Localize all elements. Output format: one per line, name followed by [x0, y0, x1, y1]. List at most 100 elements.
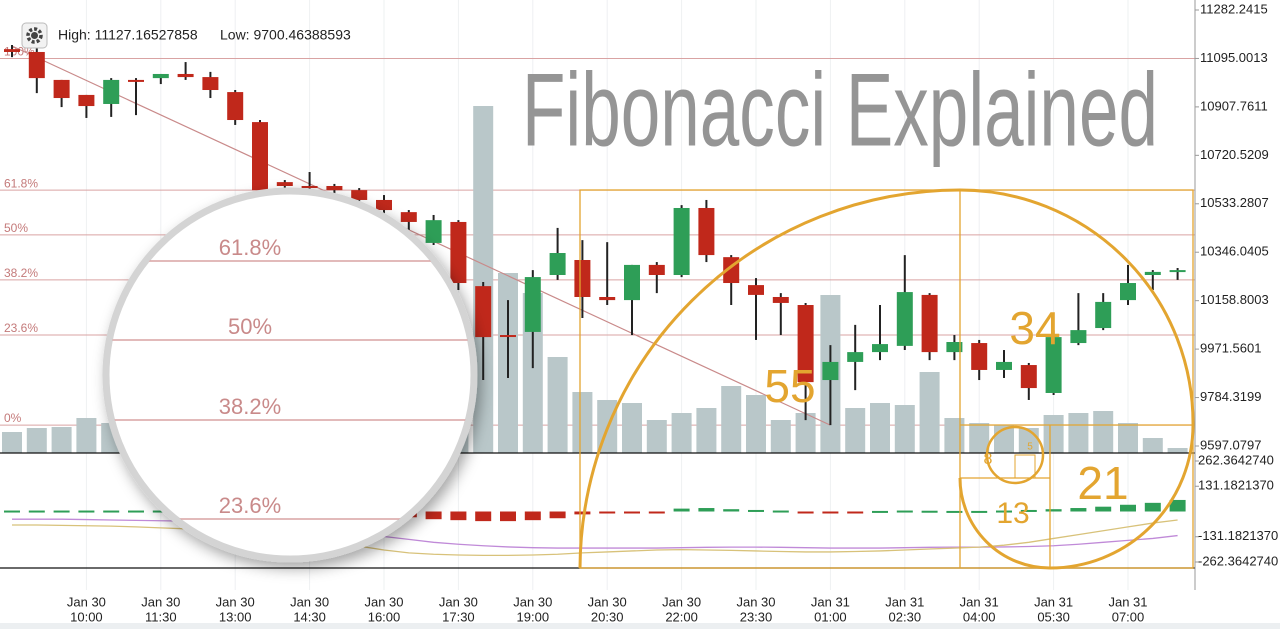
y2-tick-label: 262.3642740 — [1198, 452, 1274, 467]
histogram-bar — [599, 511, 616, 514]
candle-body — [351, 190, 368, 200]
volume-bar — [894, 405, 915, 453]
candle-body — [574, 259, 591, 297]
histogram-bar — [78, 510, 95, 513]
x-tick-time: 20:30 — [591, 609, 624, 624]
candle-body — [748, 285, 764, 295]
golden-spiral — [578, 188, 1195, 570]
candle-body — [4, 49, 20, 52]
histogram-bar — [1045, 509, 1062, 512]
candle-body — [78, 94, 95, 107]
x-tick-time: 19:00 — [517, 609, 550, 624]
magnified-fib-label: 61.8% — [219, 235, 281, 260]
x-tick-date: Jan 30 — [439, 594, 478, 609]
x-tick-date: Jan 31 — [1034, 594, 1073, 609]
x-tick-time: 11:30 — [145, 609, 177, 624]
volume-bar — [1068, 413, 1089, 453]
histogram-bar — [772, 510, 789, 513]
volume-bar — [795, 413, 816, 453]
candle-body — [450, 221, 467, 284]
candle-body — [1120, 283, 1136, 301]
candle-body — [28, 51, 45, 79]
candle-body — [276, 182, 293, 186]
candles — [4, 44, 1186, 426]
candle-body — [500, 335, 516, 338]
volume-bar — [76, 418, 97, 453]
candle-body — [971, 343, 988, 370]
spiral-label: 55 — [764, 360, 815, 412]
trend-line — [11, 45, 831, 426]
volume-bar — [1118, 423, 1138, 453]
x-tick-date: Jan 31 — [1108, 594, 1147, 609]
x-tick-time: 01:00 — [814, 609, 847, 624]
volume-bar — [1167, 448, 1188, 453]
spiral-labels: 55 34 21 13 8 5 — [764, 302, 1128, 530]
candle-body — [872, 344, 888, 353]
spiral-label: 34 — [1009, 302, 1060, 354]
x-tick-date: Jan 30 — [662, 594, 701, 609]
y-tick-label: 9784.3199 — [1200, 389, 1261, 404]
histogram-bar — [1169, 499, 1186, 512]
x-tick-time: 05:30 — [1037, 609, 1070, 624]
y-tick-label: 11095.0013 — [1200, 50, 1268, 65]
fib-label: 38.2% — [4, 266, 38, 280]
x-tick-date: Jan 30 — [364, 594, 403, 609]
high-stat: High: 11127.16527858 — [58, 27, 198, 43]
candle-body — [425, 220, 442, 243]
magnified-fib-label: 38.2% — [219, 394, 281, 419]
y2-tick-label: -262.3642740 — [1198, 553, 1278, 568]
candle-body — [1144, 271, 1161, 276]
spiral-label: 21 — [1077, 457, 1128, 509]
histogram-bar — [648, 511, 665, 514]
low-stat: Low: 9700.46388593 — [220, 27, 351, 43]
volume-bar — [696, 408, 717, 453]
x-tick-time: 22:00 — [665, 609, 698, 624]
histogram-bar — [896, 510, 913, 513]
candle-body — [227, 92, 244, 121]
volume-bar — [770, 420, 791, 453]
volume-bar — [919, 372, 940, 453]
y2-tick-label: -131.1821370 — [1198, 528, 1278, 543]
spiral-label: 5 — [1027, 442, 1033, 453]
x-tick-time: 16:00 — [368, 609, 401, 624]
candle-body — [1070, 330, 1087, 344]
x-tick-time: 23:30 — [740, 609, 773, 624]
histogram-bar — [748, 509, 764, 512]
histogram-bar — [425, 511, 442, 520]
histogram-bar — [971, 510, 988, 513]
histogram-bar — [1020, 509, 1037, 512]
spiral-arc — [985, 425, 1045, 485]
histogram-bar — [624, 511, 640, 514]
candle-body — [53, 79, 70, 99]
spiral-label: 8 — [984, 451, 993, 468]
volume-bar — [547, 357, 568, 453]
x-tick-time: 07:00 — [1112, 609, 1145, 624]
x-tick-date: Jan 30 — [216, 594, 255, 609]
magnified-fib-label: 50% — [228, 314, 272, 339]
candle-body — [896, 292, 913, 346]
x-tick-time: 10:00 — [70, 609, 103, 624]
fib-label: 23.6% — [4, 321, 38, 335]
x-tick-time: 14:30 — [293, 609, 326, 624]
magnifier-lens — [102, 187, 478, 563]
histogram-bar — [1120, 504, 1136, 512]
y-tick-label: 10158.8003 — [1200, 292, 1269, 307]
histogram-bar — [847, 511, 864, 514]
candle-body — [1095, 301, 1112, 329]
histogram-bar — [673, 508, 690, 512]
candle-body — [475, 286, 492, 338]
x-tick-time: 04:00 — [963, 609, 996, 624]
volume-bar — [969, 423, 990, 453]
histogram-bar — [1070, 508, 1087, 512]
volume-bar — [870, 403, 890, 453]
histogram-bar — [1095, 506, 1112, 512]
volume-bar — [622, 403, 642, 453]
fib-label: 61.8% — [4, 176, 38, 190]
candle-body — [797, 305, 814, 383]
volume-bar — [522, 293, 543, 453]
x-tick-time: 02:30 — [889, 609, 922, 624]
spiral-box — [1014, 454, 1036, 479]
x-tick-time: 17:30 — [442, 609, 475, 624]
gear-icon — [31, 32, 38, 39]
candle-body — [128, 79, 144, 82]
